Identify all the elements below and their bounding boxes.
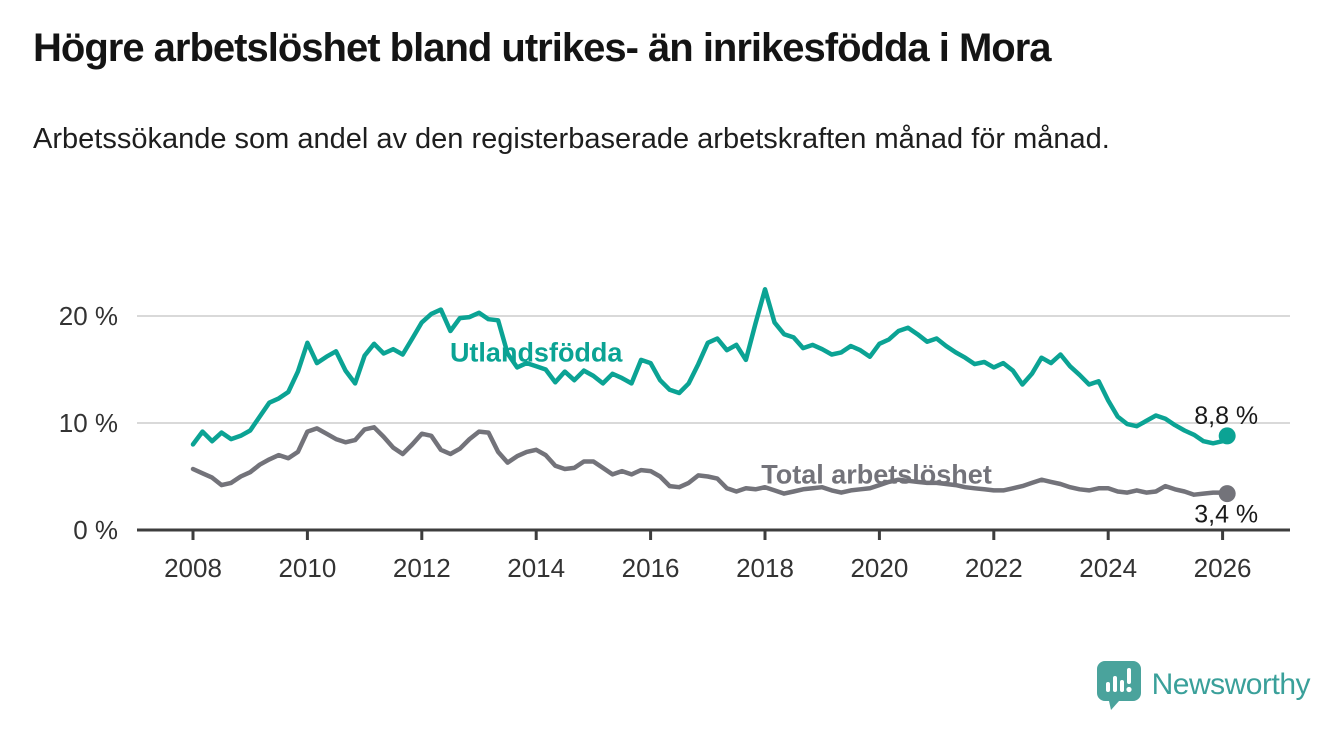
x-axis-tick-label: 2012 xyxy=(393,553,451,583)
y-axis-tick-label: 10 % xyxy=(59,408,118,438)
series-end-dot xyxy=(1218,485,1236,503)
chart-subtitle: Arbetssökande som andel av den registerb… xyxy=(33,123,1110,155)
x-axis-tick-label: 2008 xyxy=(164,553,222,583)
series-name-label: Utlandsfödda xyxy=(450,337,623,367)
series-end-dot xyxy=(1218,427,1236,445)
newsworthy-branding[interactable]: Newsworthy xyxy=(1096,660,1311,710)
newsworthy-logo-icon xyxy=(1096,661,1141,710)
x-axis-tick-label: 2016 xyxy=(622,553,680,583)
x-axis-tick-label: 2022 xyxy=(965,553,1023,583)
x-axis-tick-label: 2010 xyxy=(278,553,336,583)
x-axis-tick-label: 2024 xyxy=(1079,553,1137,583)
series-line-utlandsf-dda xyxy=(190,287,1230,447)
series-line-total-arbetsl-shet xyxy=(190,425,1230,497)
x-axis-tick-label: 2020 xyxy=(850,553,908,583)
y-axis-tick-label: 0 % xyxy=(73,515,118,545)
series-end-value-label: 8,8 % xyxy=(1194,402,1258,430)
series-name-label: Total arbetslöshet xyxy=(761,459,992,489)
y-axis-tick-label: 20 % xyxy=(59,301,118,331)
chart-title: Högre arbetslöshet bland utrikes- än inr… xyxy=(33,26,1052,70)
series-end-value-label: 3,4 % xyxy=(1194,501,1258,529)
x-axis-tick-label: 2014 xyxy=(507,553,565,583)
x-axis-tick-label: 2026 xyxy=(1194,553,1252,583)
x-axis-tick-label: 2018 xyxy=(736,553,794,583)
newsworthy-logo-text: Newsworthy xyxy=(1151,668,1311,701)
